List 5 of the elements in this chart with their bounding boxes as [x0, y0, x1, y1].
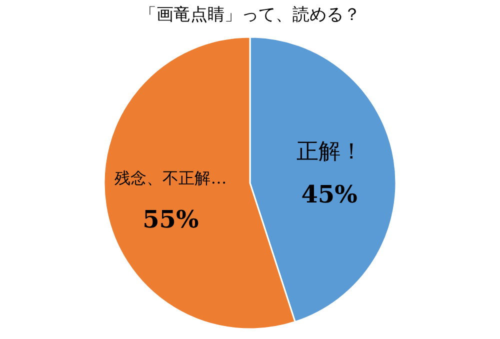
slice-label: 正解！: [296, 139, 362, 164]
chart-title: 「画竜点睛」って、読める？: [140, 5, 360, 25]
slice-label: 残念、不正解…: [114, 168, 227, 188]
data-label: 55%: [142, 204, 199, 234]
data-label: 45%: [301, 179, 358, 208]
